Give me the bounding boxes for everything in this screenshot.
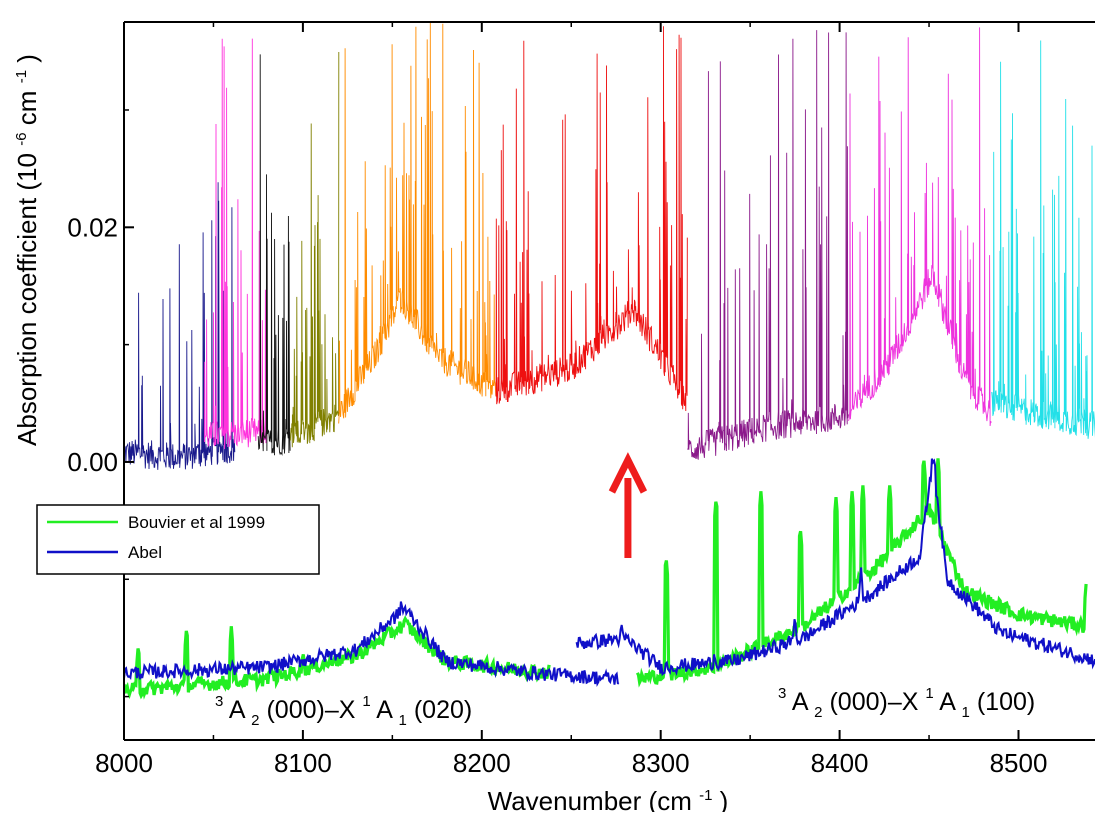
x-tick-label: 8000 [95,748,153,778]
series-line-abel-0 [124,601,620,688]
x-tick-label: 8100 [274,748,332,778]
series-group [124,458,1095,700]
upper-spectrum-segment-2 [257,54,291,456]
upper-spectrum-segment-6 [687,30,849,460]
y-tick-label: 0.02 [67,212,118,242]
upper-spectrum-group [124,22,1095,470]
x-tick-label: 8200 [453,748,511,778]
upper-spectrum-segment-7 [848,27,992,427]
arrow-head [608,452,648,494]
series-line-abel-1 [575,458,1095,677]
upper-spectrum-segment-3 [289,51,340,448]
x-tick-label: 8400 [811,748,869,778]
labels-group: Wavenumber (cm -1 ) Absorption coefficie… [2,54,1035,816]
upper-spectrum-segment-5 [495,26,688,412]
upper-spectrum-segment-8 [991,40,1095,439]
upper-spectrum-segment-4 [338,22,497,424]
band-label-020: 3 A 2 (000)–X 1 A 1 (020) [215,684,472,731]
red-arrow [608,452,648,558]
x-axis-label: Wavenumber (cm -1 ) [488,776,729,812]
upper-spectrum-segment-1 [204,38,267,450]
legend-box [36,504,320,575]
upper-spectrum-segment-0 [124,182,236,470]
legend-label-abel: Abel [128,543,162,562]
band-label-100: 3 A 2 (000)–X 1 A 1 (100) [778,676,1035,723]
legend-label-bouvier: Bouvier et al 1999 [128,513,265,532]
y-axis-label: Absorption coefficient (10 -6 cm -1 ) [2,54,42,446]
legend: Bouvier et al 1999 Abel [36,504,320,575]
axes-group [123,21,1095,741]
y-tick-label: 0.00 [67,447,118,477]
x-tick-label: 8300 [632,748,690,778]
x-tick-label: 8500 [990,748,1048,778]
ticks-group: 8000 8100 8200 8300 8400 8500 0.00 0.02 [67,22,1047,778]
